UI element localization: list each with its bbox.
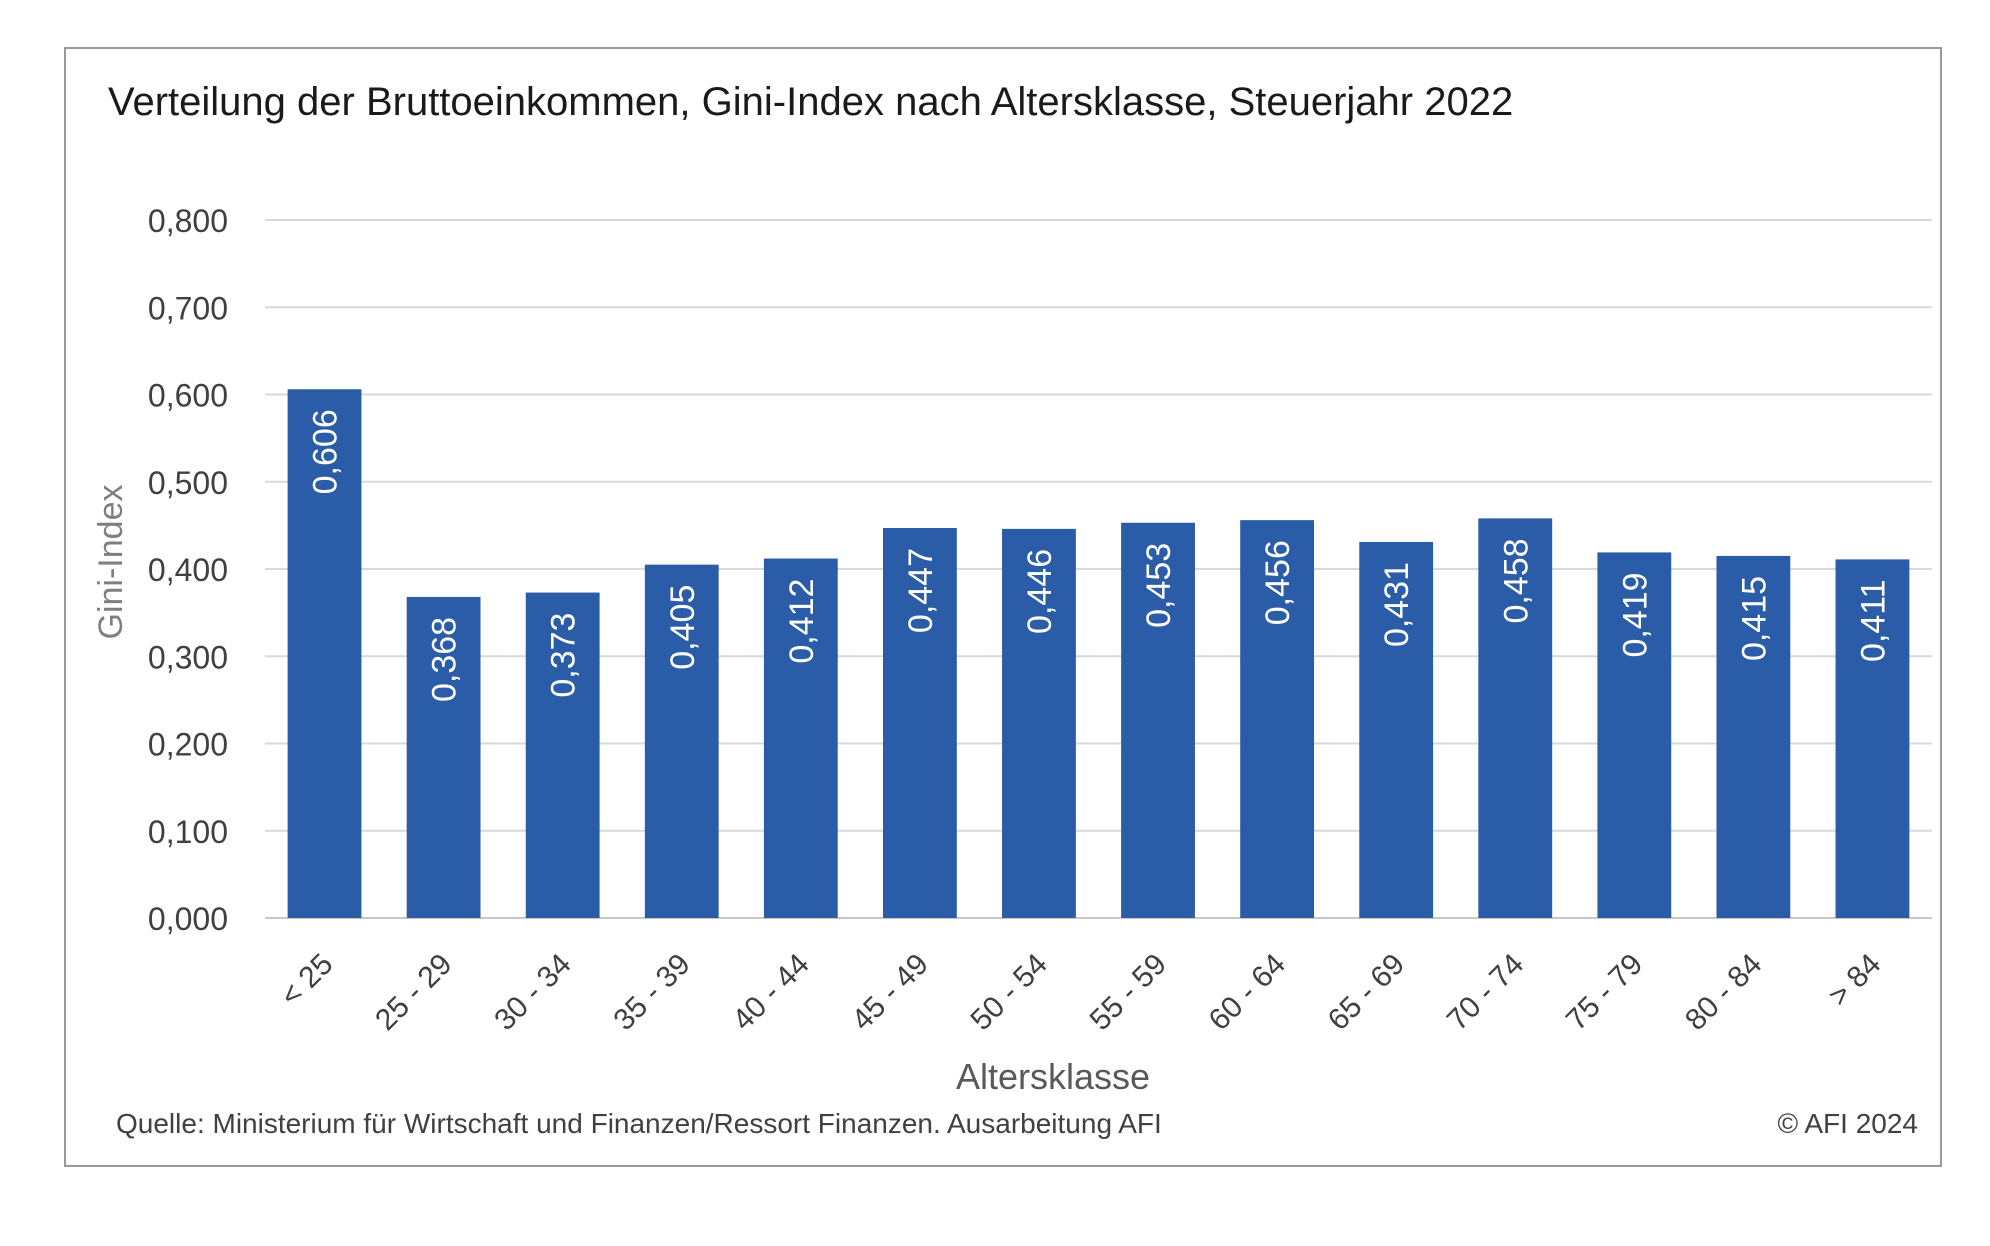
value-label: 0,405 bbox=[664, 585, 702, 670]
y-tick-label: 0,400 bbox=[148, 552, 228, 588]
value-label: 0,606 bbox=[307, 409, 345, 494]
x-tick-label: 60 - 64 bbox=[1203, 948, 1292, 1037]
bar bbox=[1478, 518, 1553, 918]
bar bbox=[1002, 528, 1076, 918]
x-tick-label: 40 - 44 bbox=[726, 948, 815, 1037]
x-tick-label: 30 - 34 bbox=[488, 948, 577, 1037]
y-axis-label: Gini-Index bbox=[92, 485, 130, 640]
y-tick-label: 0,600 bbox=[148, 378, 228, 414]
bar bbox=[1597, 552, 1672, 918]
y-tick-label: 0,000 bbox=[148, 901, 228, 937]
y-tick-label: 0,700 bbox=[148, 290, 228, 326]
bar bbox=[287, 389, 362, 918]
bar bbox=[1716, 555, 1791, 918]
y-tick-label: 0,300 bbox=[148, 639, 228, 675]
x-tick-label: 35 - 39 bbox=[607, 948, 696, 1037]
value-label: 0,415 bbox=[1735, 576, 1773, 661]
value-label: 0,419 bbox=[1616, 572, 1654, 657]
value-label: 0,458 bbox=[1497, 538, 1535, 623]
bar bbox=[882, 527, 957, 918]
x-tick-label: < 25 bbox=[274, 948, 339, 1013]
value-label: 0,373 bbox=[545, 613, 583, 698]
gridlines bbox=[265, 219, 1932, 919]
copyright-note: © AFI 2024 bbox=[1777, 1108, 1919, 1139]
value-label: 0,446 bbox=[1021, 549, 1059, 634]
x-tick-label: 25 - 29 bbox=[369, 948, 458, 1037]
x-tick-label: 65 - 69 bbox=[1322, 948, 1411, 1037]
x-tick-label: 75 - 79 bbox=[1560, 948, 1649, 1037]
chart-title: Verteilung der Bruttoeinkommen, Gini-Ind… bbox=[108, 80, 1514, 124]
x-tick-label: 55 - 59 bbox=[1084, 948, 1173, 1037]
value-label: 0,453 bbox=[1140, 543, 1178, 628]
x-tick-label: 50 - 54 bbox=[965, 948, 1054, 1037]
y-tick-label: 0,500 bbox=[148, 465, 228, 501]
bar bbox=[1121, 522, 1195, 918]
value-label: 0,412 bbox=[783, 579, 821, 664]
value-label: 0,368 bbox=[426, 617, 464, 702]
x-axis-label: Altersklasse bbox=[956, 1056, 1150, 1097]
bars bbox=[287, 389, 1910, 918]
y-tick-label: 0,100 bbox=[148, 814, 228, 850]
y-axis-ticks: 0,000 0,100 0,200 0,300 0,400 0,500 0,600 0,700… bbox=[148, 203, 228, 937]
value-label: 0,456 bbox=[1259, 540, 1297, 625]
bar bbox=[763, 558, 838, 918]
source-note: Quelle: Ministerium für Wirtschaft und F… bbox=[116, 1108, 1162, 1139]
bar bbox=[644, 564, 719, 918]
x-tick-label: > 84 bbox=[1822, 948, 1887, 1013]
bar bbox=[1359, 541, 1434, 918]
x-tick-label: 45 - 49 bbox=[845, 948, 934, 1037]
y-tick-label: 0,800 bbox=[148, 203, 228, 239]
value-label: 0,411 bbox=[1854, 579, 1892, 662]
bar bbox=[406, 596, 481, 918]
bar bbox=[1240, 520, 1315, 918]
y-tick-label: 0,200 bbox=[148, 727, 228, 763]
value-label: 0,447 bbox=[902, 548, 940, 633]
value-label: 0,431 bbox=[1378, 562, 1416, 647]
x-tick-label: 80 - 84 bbox=[1679, 948, 1768, 1037]
bar bbox=[1835, 559, 1910, 918]
x-axis-ticks: < 25 25 - 29 30 - 34 35 - 39 40 - 44 45 - 49 5… bbox=[274, 948, 1887, 1037]
value-labels: 0,606 0,368 0,373 0,405 0,412 0,447 0,446 0,453… bbox=[307, 409, 1893, 702]
x-tick-label: 70 - 74 bbox=[1441, 948, 1530, 1037]
bar bbox=[525, 592, 600, 918]
